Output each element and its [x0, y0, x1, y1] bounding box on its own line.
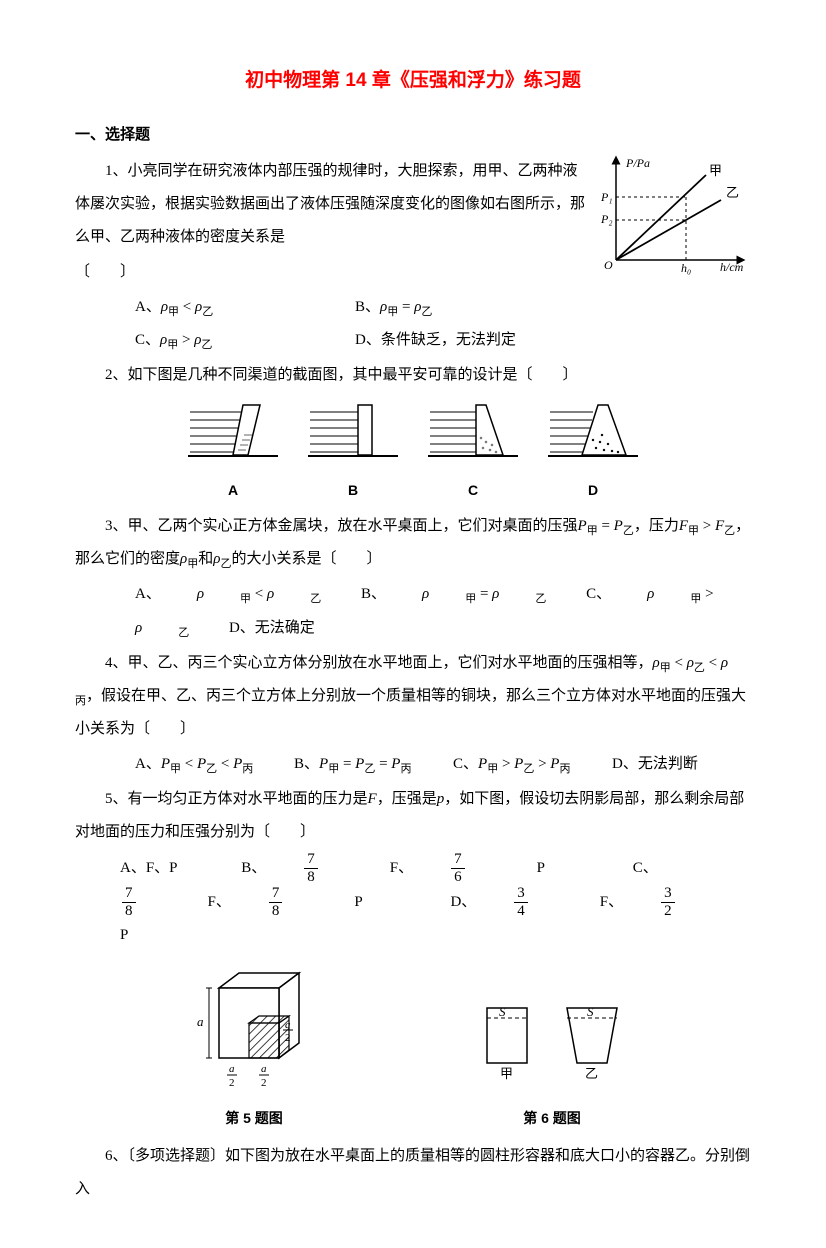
- svg-text:乙: 乙: [726, 185, 739, 200]
- q2-text: 2、如下图是几种不同渠道的截面图，其中最平安可靠的设计是〔 〕: [75, 359, 751, 392]
- q2-dam-d: [548, 400, 638, 460]
- q5-options: A、F、P B、78F、76P C、78F、78P D、34F、32P: [75, 851, 751, 952]
- q2-dam-a: [188, 400, 278, 460]
- svg-text:乙: 乙: [585, 1066, 598, 1081]
- q3-text: 3、甲、乙两个实心正方体金属块，放在水平桌面上，它们对桌面的压强P甲 = P乙，…: [75, 510, 751, 576]
- q1-options: A、ρ甲 < ρ乙 B、ρ甲 = ρ乙: [75, 291, 751, 324]
- svg-text:2: 2: [261, 1077, 267, 1088]
- svg-text:P/Pa: P/Pa: [625, 156, 650, 170]
- svg-text:S: S: [587, 1004, 594, 1019]
- svg-text:S: S: [499, 1004, 506, 1019]
- svg-text:h₀: h₀: [681, 261, 691, 275]
- section-heading: 一、选择题: [75, 118, 751, 151]
- q3-opt-b: B、ρ甲 = ρ乙: [361, 586, 546, 602]
- q5-fig-label: 第 5 题图: [189, 1103, 319, 1134]
- q4-opt-b: B、P甲 = P乙 = P丙: [294, 748, 433, 781]
- svg-text:O: O: [604, 258, 613, 272]
- q2-figures: A B C: [75, 400, 751, 506]
- q4-options: A、P甲 < P乙 < P丙 B、P甲 = P乙 = P丙 C、P甲 > P乙 …: [75, 748, 751, 781]
- q2-label-d: D: [548, 475, 638, 506]
- svg-text:P₂: P₂: [600, 212, 613, 226]
- q6-containers-figure: S 甲 S 乙: [467, 988, 637, 1088]
- q5-q6-figures: a a 2 a 2 a 2 第 5 题图 S 甲 S 乙 第 6 题图: [75, 958, 751, 1134]
- q2-label-a: A: [188, 475, 278, 506]
- svg-text:a: a: [229, 1063, 235, 1075]
- q1-opt-a: A、ρ甲 < ρ乙: [135, 291, 315, 324]
- q4-opt-a: A、P甲 < P乙 < P丙: [135, 748, 274, 781]
- q3-opt-a: A、ρ甲 < ρ乙: [135, 586, 321, 602]
- q4-opt-d: D、无法判断: [612, 748, 751, 781]
- page-title: 初中物理第 14 章《压强和浮力》练习题: [75, 60, 751, 102]
- q1-opt-d: D、条件缺乏，无法判定: [355, 324, 535, 357]
- q5-opt-a: A、F、P: [120, 860, 178, 876]
- q5-cube-figure: a a 2 a 2 a 2: [189, 958, 319, 1088]
- q5-opt-b: B、78F、76P: [241, 860, 584, 876]
- svg-text:a: a: [285, 1019, 291, 1031]
- svg-text:甲: 甲: [709, 163, 722, 178]
- q2-dam-c: [428, 400, 518, 460]
- svg-text:2: 2: [229, 1077, 235, 1088]
- q3-options: A、ρ甲 < ρ乙 B、ρ甲 = ρ乙 C、ρ甲 > ρ乙 D、无法确定: [75, 578, 751, 644]
- q3-opt-d: D、无法确定: [229, 620, 315, 636]
- svg-text:a: a: [197, 1014, 204, 1029]
- svg-text:2: 2: [285, 1032, 291, 1044]
- q2-dam-b: [308, 400, 398, 460]
- svg-text:甲: 甲: [500, 1066, 513, 1081]
- q5-text: 5、有一均匀正方体对水平地面的压力是F，压强是p，如下图，假设切去阴影局部，那么…: [75, 783, 751, 849]
- svg-text:a: a: [261, 1063, 267, 1075]
- svg-text:h/cm: h/cm: [720, 260, 744, 274]
- q1-opt-b: B、ρ甲 = ρ乙: [355, 291, 535, 324]
- q2-label-c: C: [428, 475, 518, 506]
- q1-graph: P/Pa h/cm 甲 乙 P₁ P₂ h₀ O: [596, 155, 751, 275]
- q4-opt-c: C、P甲 > P乙 > P丙: [453, 748, 592, 781]
- q6-fig-label: 第 6 题图: [467, 1103, 637, 1134]
- q2-label-b: B: [308, 475, 398, 506]
- q1-opt-c: C、ρ甲 > ρ乙: [135, 324, 315, 357]
- q1-options-row2: C、ρ甲 > ρ乙 D、条件缺乏，无法判定: [75, 324, 751, 357]
- svg-text:P₁: P₁: [600, 190, 613, 204]
- q6-text: 6、〔多项选择题〕如下图为放在水平桌面上的质量相等的圆柱形容器和底大口小的容器乙…: [75, 1140, 751, 1206]
- q4-text: 4、甲、乙、丙三个实心立方体分别放在水平地面上，它们对水平地面的压强相等，ρ甲 …: [75, 647, 751, 746]
